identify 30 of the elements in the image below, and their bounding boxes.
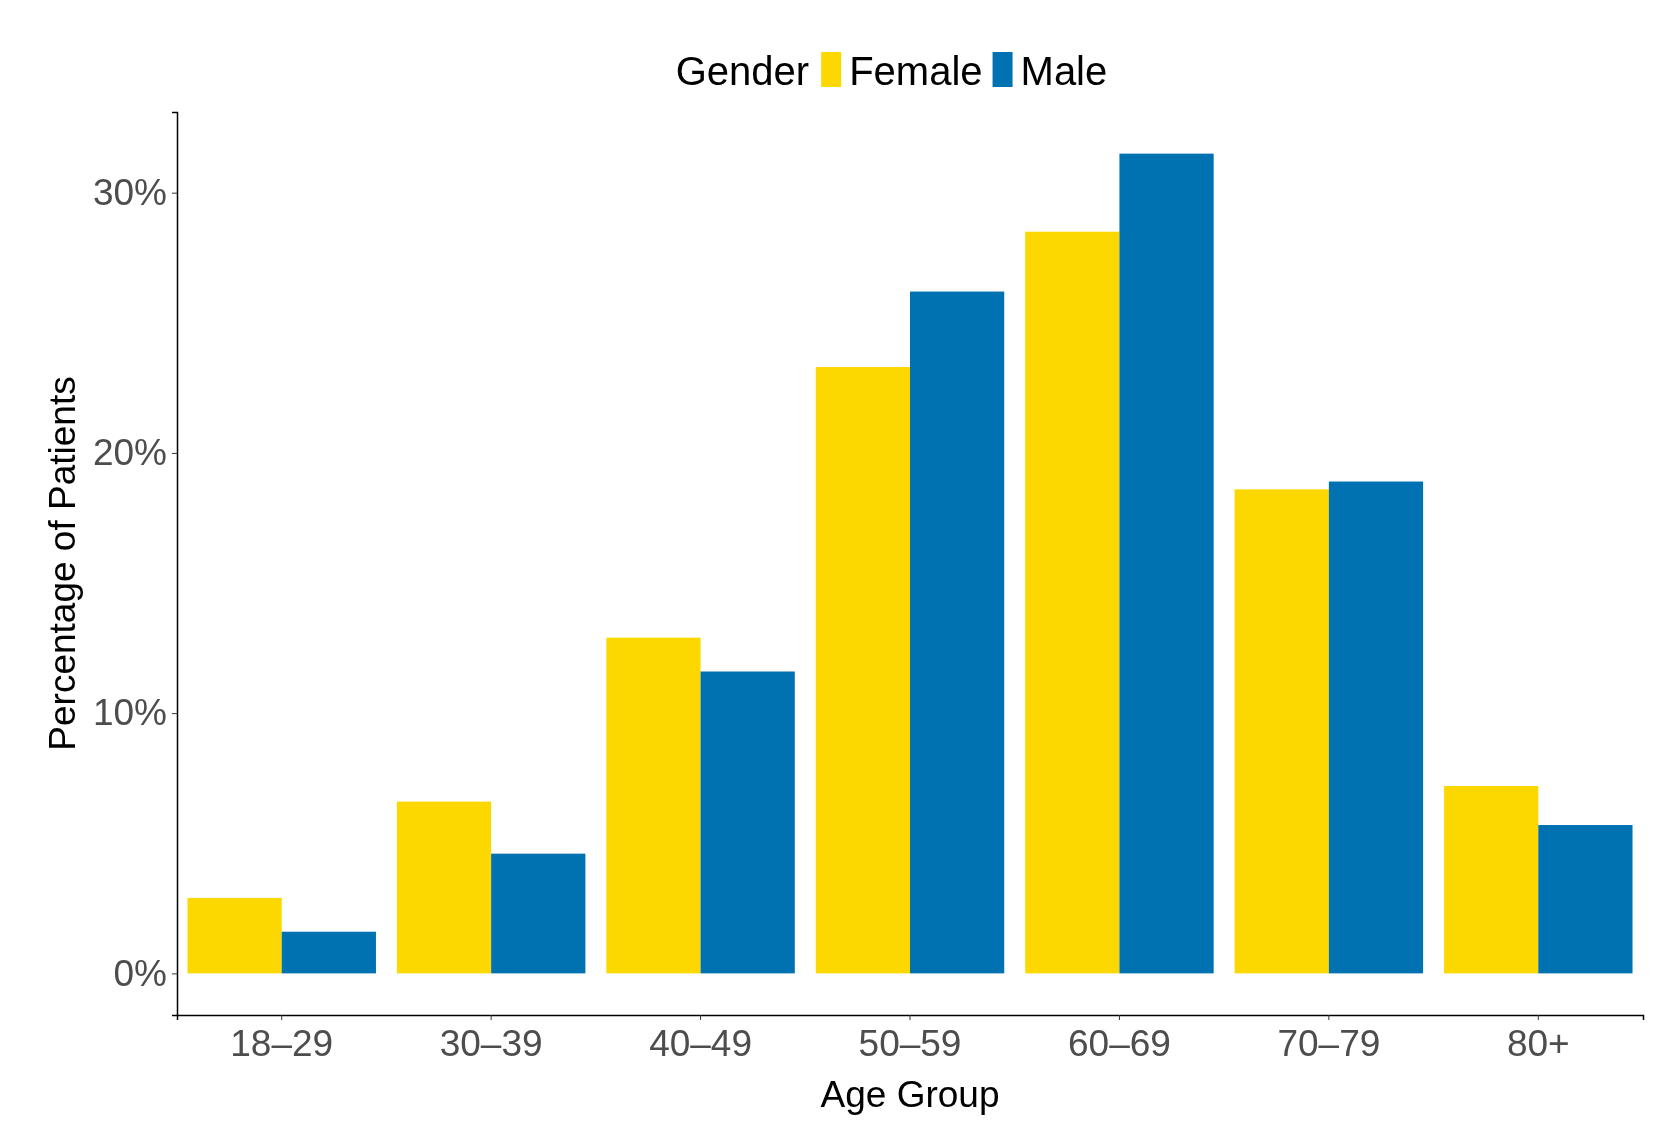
bar	[396, 801, 492, 974]
y-axis-title: Percentage of Patients	[42, 376, 83, 751]
bar	[1328, 481, 1424, 974]
bar	[1119, 153, 1214, 974]
bar	[910, 291, 1005, 974]
bar	[187, 897, 282, 974]
x-tick-label: 50–59	[858, 1023, 962, 1065]
bar	[491, 853, 586, 974]
bar	[281, 931, 376, 974]
legend-label: Male	[1020, 49, 1108, 93]
x-tick-label: 60–69	[1067, 1023, 1171, 1065]
bar	[1234, 489, 1329, 974]
bar	[815, 367, 910, 974]
bar	[1444, 786, 1539, 974]
x-tick-label: 40–49	[649, 1023, 753, 1065]
bar	[700, 671, 795, 974]
x-tick-label: 30–39	[439, 1023, 543, 1065]
y-tick-label: 30%	[92, 172, 167, 214]
x-tick-label: 70–79	[1277, 1023, 1381, 1065]
legend-title: Gender	[675, 49, 810, 93]
legend-label: Female	[849, 49, 983, 93]
bar	[1025, 231, 1120, 974]
y-tick-label: 10%	[92, 692, 167, 734]
x-tick-label: 18–29	[230, 1023, 334, 1065]
bar	[606, 637, 701, 974]
bar	[1538, 825, 1633, 974]
y-tick-label: 20%	[92, 432, 167, 474]
y-tick-label: 0%	[113, 952, 167, 994]
x-tick-label: 80+	[1506, 1023, 1570, 1065]
x-axis-title: Age Group	[820, 1074, 1000, 1115]
